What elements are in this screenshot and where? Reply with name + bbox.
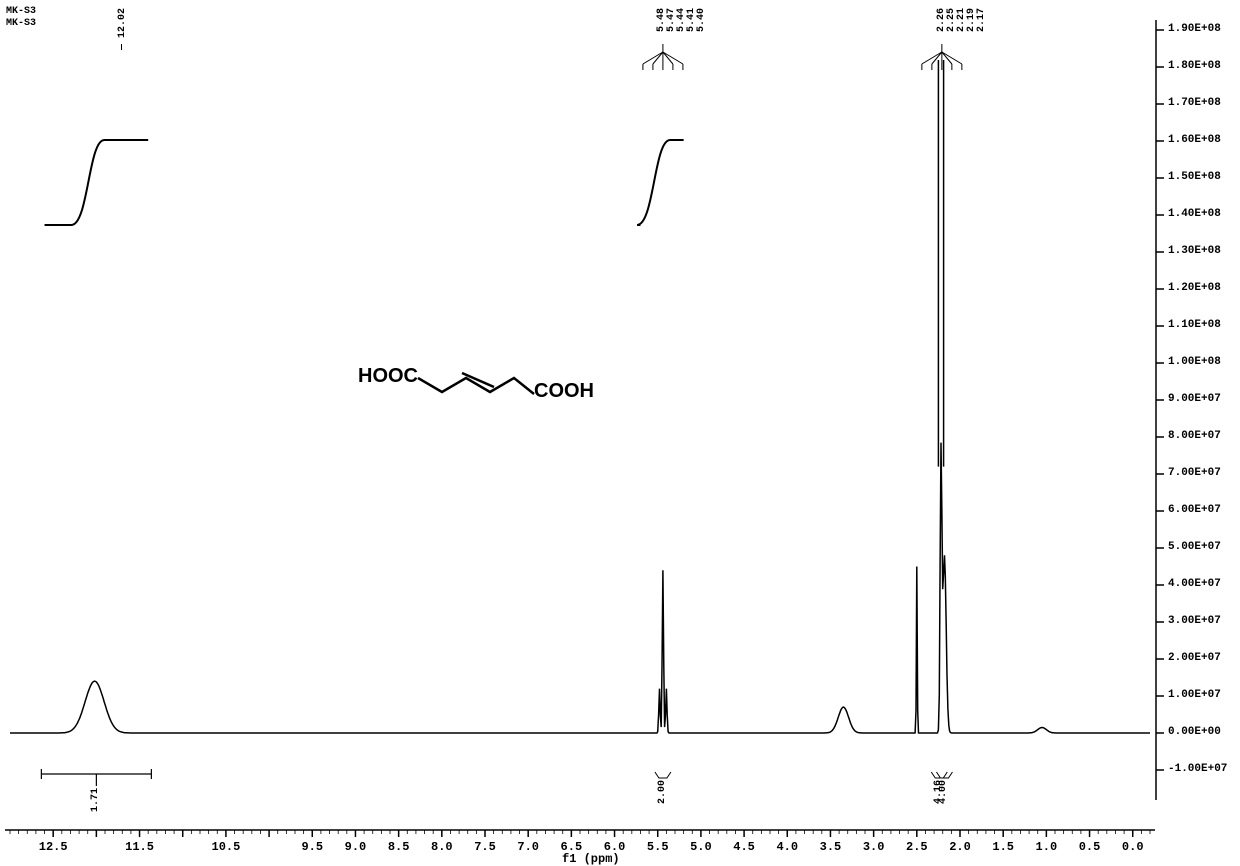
x-axis-title: f1 (ppm): [562, 852, 620, 866]
x-tick-10.5: 10.5: [212, 840, 241, 854]
x-tick-4: 4.0: [776, 840, 798, 854]
y-tick-6: 1.30E+08: [1168, 245, 1221, 257]
spectrum-svg: [0, 0, 1240, 866]
y-tick-8: 1.10E+08: [1168, 319, 1221, 331]
x-tick-2.5: 2.5: [906, 840, 928, 854]
x-tick-5.5: 5.5: [647, 840, 669, 854]
y-tick-4: 1.50E+08: [1168, 171, 1221, 183]
y-tick-7: 1.20E+08: [1168, 282, 1221, 294]
peak-label-2.17: 2.17: [976, 8, 987, 32]
x-tick-8.5: 8.5: [388, 840, 410, 854]
x-tick-0: 0.0: [1122, 840, 1144, 854]
x-tick-3.5: 3.5: [820, 840, 842, 854]
x-tick-5: 5.0: [690, 840, 712, 854]
integral-0: 1.71: [90, 788, 101, 812]
y-tick-10: 9.00E+07: [1168, 393, 1221, 405]
y-tick-17: 2.00E+07: [1168, 652, 1221, 664]
x-tick-6.5: 6.5: [561, 840, 583, 854]
x-tick-12.5: 12.5: [39, 840, 68, 854]
x-tick-0.5: 0.5: [1079, 840, 1101, 854]
x-tick-8: 8.0: [431, 840, 453, 854]
x-tick-4.5: 4.5: [733, 840, 755, 854]
nmr-spectrum-container: MK-S3 MK-S3 — 12.02 5.48 5.47 5.44 5.41 …: [0, 0, 1240, 866]
molecule-cooh-right: COOH: [534, 380, 594, 403]
integral-1: 2.00: [657, 780, 668, 804]
y-tick-19: 0.00E+00: [1168, 726, 1221, 738]
y-tick-11: 8.00E+07: [1168, 430, 1221, 442]
y-tick-3: 1.60E+08: [1168, 134, 1221, 146]
y-tick-0: 1.90E+08: [1168, 23, 1221, 35]
x-tick-6: 6.0: [604, 840, 626, 854]
y-tick-9: 1.00E+08: [1168, 356, 1221, 368]
peak-label-12.02: — 12.02: [117, 8, 128, 50]
integral-3: 4.00: [938, 780, 949, 804]
y-tick-5: 1.40E+08: [1168, 208, 1221, 220]
y-tick-18: 1.00E+07: [1168, 689, 1221, 701]
x-tick-11.5: 11.5: [125, 840, 154, 854]
y-tick-2: 1.70E+08: [1168, 97, 1221, 109]
x-tick-9.5: 9.5: [301, 840, 323, 854]
x-tick-3: 3.0: [863, 840, 885, 854]
x-tick-7: 7.0: [517, 840, 539, 854]
x-tick-1.5: 1.5: [992, 840, 1014, 854]
x-tick-2: 2.0: [949, 840, 971, 854]
x-tick-7.5: 7.5: [474, 840, 496, 854]
y-tick-14: 5.00E+07: [1168, 541, 1221, 553]
sample-label-1: MK-S3: [6, 6, 36, 17]
molecule-hooc-left: HOOC: [358, 365, 418, 388]
y-tick-12: 7.00E+07: [1168, 467, 1221, 479]
y-tick-13: 6.00E+07: [1168, 504, 1221, 516]
x-tick-9: 9.0: [345, 840, 367, 854]
sample-label-2: MK-S3: [6, 18, 36, 29]
y-tick-15: 4.00E+07: [1168, 578, 1221, 590]
x-tick-1: 1.0: [1036, 840, 1058, 854]
y-tick-1: 1.80E+08: [1168, 60, 1221, 72]
y-tick-20: -1.00E+07: [1168, 763, 1227, 775]
y-tick-16: 3.00E+07: [1168, 615, 1221, 627]
peak-label-5.40: 5.40: [696, 8, 707, 32]
